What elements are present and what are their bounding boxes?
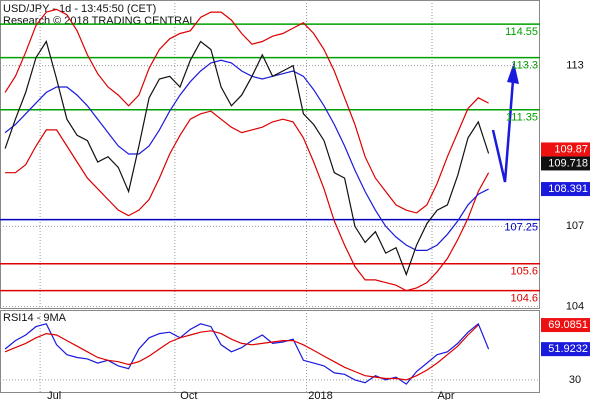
series-line — [4, 8, 489, 214]
x-tick-label: Apr — [437, 390, 454, 400]
value-box-label: 109.87 — [554, 143, 588, 155]
value-box-label: 51.9232 — [548, 343, 588, 355]
series-line — [4, 59, 489, 251]
series-line — [4, 324, 479, 381]
main-frame — [0, 0, 540, 309]
series-line — [4, 322, 490, 385]
series-line — [5, 110, 490, 292]
level-label: 111.35 — [506, 112, 538, 124]
value-box — [541, 318, 590, 333]
level-label: 113.3 — [511, 59, 538, 71]
x-tick-label: 2018 — [308, 390, 332, 400]
value-box — [541, 342, 590, 357]
level-label: 114.55 — [505, 26, 538, 38]
y-tick-label: 107 — [566, 220, 584, 232]
value-box — [541, 182, 590, 197]
value-box-label: 108.391 — [548, 183, 588, 195]
chart-subtitle: Research © 2018 TRADING CENTRAL — [3, 15, 196, 27]
y-tick-label: 30 — [569, 374, 581, 386]
series-line — [4, 40, 490, 277]
value-box — [541, 156, 590, 171]
value-box — [541, 142, 590, 157]
y-tick-label: 104 — [566, 301, 584, 313]
x-tick-label: Oct — [180, 390, 197, 400]
chart-title: USD/JPY - 1d - 13:45:50 (CET) — [3, 3, 156, 15]
level-label: 107.25 — [504, 222, 538, 234]
forecast-arrow — [491, 79, 515, 183]
x-tick-label: Jul — [47, 390, 61, 400]
value-box-label: 109.718 — [548, 157, 588, 169]
level-label: 104.6 — [510, 292, 538, 304]
value-box-label: 69.0851 — [548, 319, 588, 331]
y-tick-label: 113 — [566, 60, 584, 72]
rsi-title: RSI14 - 9MA — [3, 312, 67, 324]
level-label: 105.6 — [510, 266, 538, 278]
forecast-arrowhead — [507, 62, 519, 84]
rsi-frame — [0, 310, 540, 393]
